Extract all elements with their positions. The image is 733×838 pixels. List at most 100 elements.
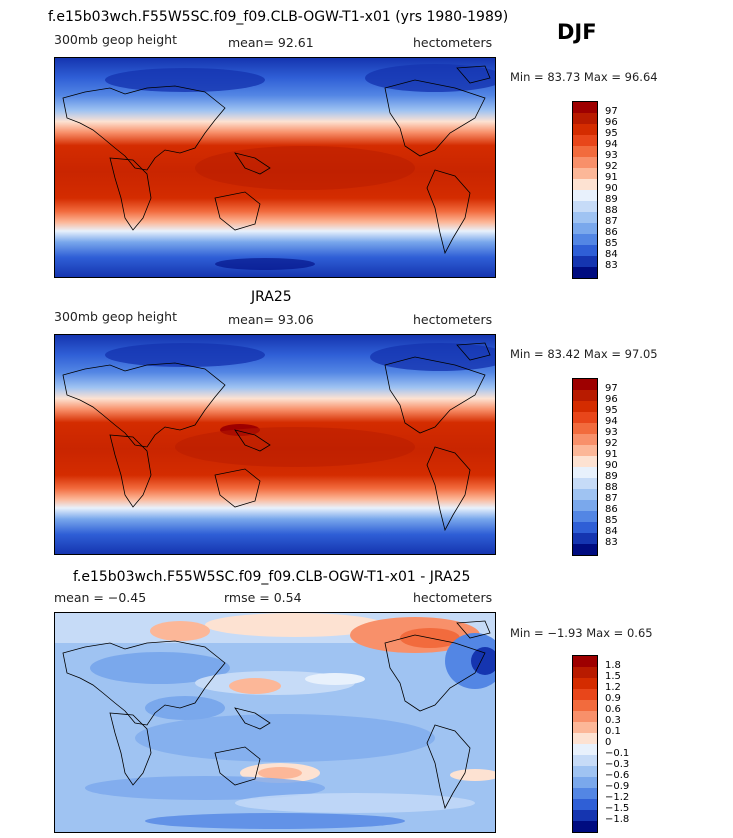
- colorbar-swatch: [573, 135, 597, 146]
- colorbar-tick-label: 92: [605, 438, 618, 449]
- colorbar-swatch: [573, 390, 597, 401]
- colorbar-swatch: [573, 267, 597, 278]
- colorbar-swatch: [573, 689, 597, 700]
- panel-3-map: [54, 612, 496, 833]
- colorbar-tick-label: 95: [605, 128, 618, 139]
- colorbar-tick-label: 83: [605, 537, 618, 548]
- colorbar-swatch: [573, 700, 597, 711]
- colorbar-swatch: [573, 777, 597, 788]
- colorbar-tick-label: 95: [605, 405, 618, 416]
- colorbar-swatch: [573, 788, 597, 799]
- colorbar-tick-label: 97: [605, 106, 618, 117]
- colorbar-tick-label: 87: [605, 493, 618, 504]
- season-label: DJF: [557, 20, 597, 44]
- panel-1-minmax: Min = 83.73 Max = 96.64: [510, 70, 658, 84]
- colorbar-swatch: [573, 179, 597, 190]
- colorbar-swatch: [573, 445, 597, 456]
- panel-2-field: 300mb geop height: [54, 309, 177, 324]
- colorbar-swatch: [573, 423, 597, 434]
- colorbar-swatch: [573, 544, 597, 555]
- colorbar-tick-label: 1.5: [605, 671, 621, 682]
- panel-3-title: f.e15b03wch.F55W5SC.f09_f09.CLB-OGW-T1-x…: [73, 569, 471, 585]
- colorbar-tick-label: −0.1: [605, 748, 630, 759]
- colorbar-tick-label: 0.1: [605, 726, 621, 737]
- panel-1-units: hectometers: [413, 35, 493, 50]
- colorbar-tick-label: 89: [605, 194, 618, 205]
- colorbar-tick-label: −0.6: [605, 770, 630, 781]
- colorbar-swatch: [573, 434, 597, 445]
- colorbar-tick-label: 86: [605, 504, 618, 515]
- colorbar-tick-label: 96: [605, 394, 618, 405]
- colorbar-tick-label: 97: [605, 383, 618, 394]
- colorbar-tick-label: 93: [605, 150, 618, 161]
- colorbar-swatch: [573, 511, 597, 522]
- panel-3-rmse: rmse = 0.54: [224, 590, 302, 605]
- colorbar-tick-label: 90: [605, 460, 618, 471]
- colorbar-swatch: [573, 456, 597, 467]
- colorbar-tick-label: 0: [605, 737, 612, 748]
- colorbar-tick-label: 92: [605, 161, 618, 172]
- colorbar-tick-label: 91: [605, 449, 618, 460]
- colorbar-swatch: [573, 766, 597, 777]
- colorbar-tick-label: 0.9: [605, 693, 621, 704]
- colorbar-swatch: [573, 522, 597, 533]
- panel-2-units: hectometers: [413, 312, 493, 327]
- colorbar-tick-label: 85: [605, 515, 618, 526]
- colorbar-swatch: [573, 234, 597, 245]
- colorbar-swatch: [573, 478, 597, 489]
- colorbar-tick-label: 1.2: [605, 682, 621, 693]
- colorbar-swatch: [573, 799, 597, 810]
- colorbar-swatch: [573, 733, 597, 744]
- colorbar-tick-label: 90: [605, 183, 618, 194]
- colorbar-swatch: [573, 678, 597, 689]
- colorbar-swatch: [573, 656, 597, 667]
- colorbar-swatch: [573, 190, 597, 201]
- colorbar-tick-label: 91: [605, 172, 618, 183]
- colorbar-swatch: [573, 113, 597, 124]
- panel-3-minmax: Min = −1.93 Max = 0.65: [510, 626, 653, 640]
- panel-2-map-svg: [55, 335, 495, 554]
- colorbar-tick-label: −0.9: [605, 781, 630, 792]
- colorbar-tick-label: 0.3: [605, 715, 621, 726]
- panel-2-minmax: Min = 83.42 Max = 97.05: [510, 347, 658, 361]
- colorbar-tick-label: 84: [605, 249, 618, 260]
- colorbar-swatch: [573, 500, 597, 511]
- colorbar-tick-label: 1.8: [605, 660, 621, 671]
- colorbar-swatch: [573, 245, 597, 256]
- colorbar-tick-label: 96: [605, 117, 618, 128]
- panel-1-title: f.e15b03wch.F55W5SC.f09_f09.CLB-OGW-T1-x…: [48, 9, 509, 25]
- colorbar-swatch: [573, 711, 597, 722]
- colorbar-tick-label: 83: [605, 260, 618, 271]
- colorbar-swatch: [573, 124, 597, 135]
- colorbar-tick-label: 87: [605, 216, 618, 227]
- panel-3-units: hectometers: [413, 590, 493, 605]
- colorbar-tick-label: 0.6: [605, 704, 621, 715]
- colorbar-swatch: [573, 755, 597, 766]
- colorbar-swatch: [573, 201, 597, 212]
- panel-3-map-svg: [55, 613, 495, 832]
- colorbar-swatch: [573, 379, 597, 390]
- colorbar-swatch: [573, 102, 597, 113]
- panel-1-map-svg: [55, 58, 495, 277]
- panel-2-mean: mean= 93.06: [228, 312, 314, 327]
- colorbar-swatch: [573, 412, 597, 423]
- colorbar-tick-label: −1.5: [605, 803, 630, 814]
- colorbar-tick-label: 89: [605, 471, 618, 482]
- colorbar-swatch: [573, 744, 597, 755]
- panel-3-colorbar: [572, 655, 598, 833]
- panel-1-mean: mean= 92.61: [228, 35, 314, 50]
- panel-1-colorbar: [572, 101, 598, 279]
- panel-2-colorbar: [572, 378, 598, 556]
- colorbar-swatch: [573, 722, 597, 733]
- colorbar-swatch: [573, 821, 597, 832]
- colorbar-swatch: [573, 533, 597, 544]
- panel-2-map: [54, 334, 496, 555]
- colorbar-tick-label: 88: [605, 482, 618, 493]
- colorbar-swatch: [573, 146, 597, 157]
- colorbar-swatch: [573, 667, 597, 678]
- panel-1-map: [54, 57, 496, 278]
- colorbar-tick-label: 86: [605, 227, 618, 238]
- panel-2-title: JRA25: [251, 289, 292, 305]
- colorbar-tick-label: 94: [605, 139, 618, 150]
- colorbar-swatch: [573, 467, 597, 478]
